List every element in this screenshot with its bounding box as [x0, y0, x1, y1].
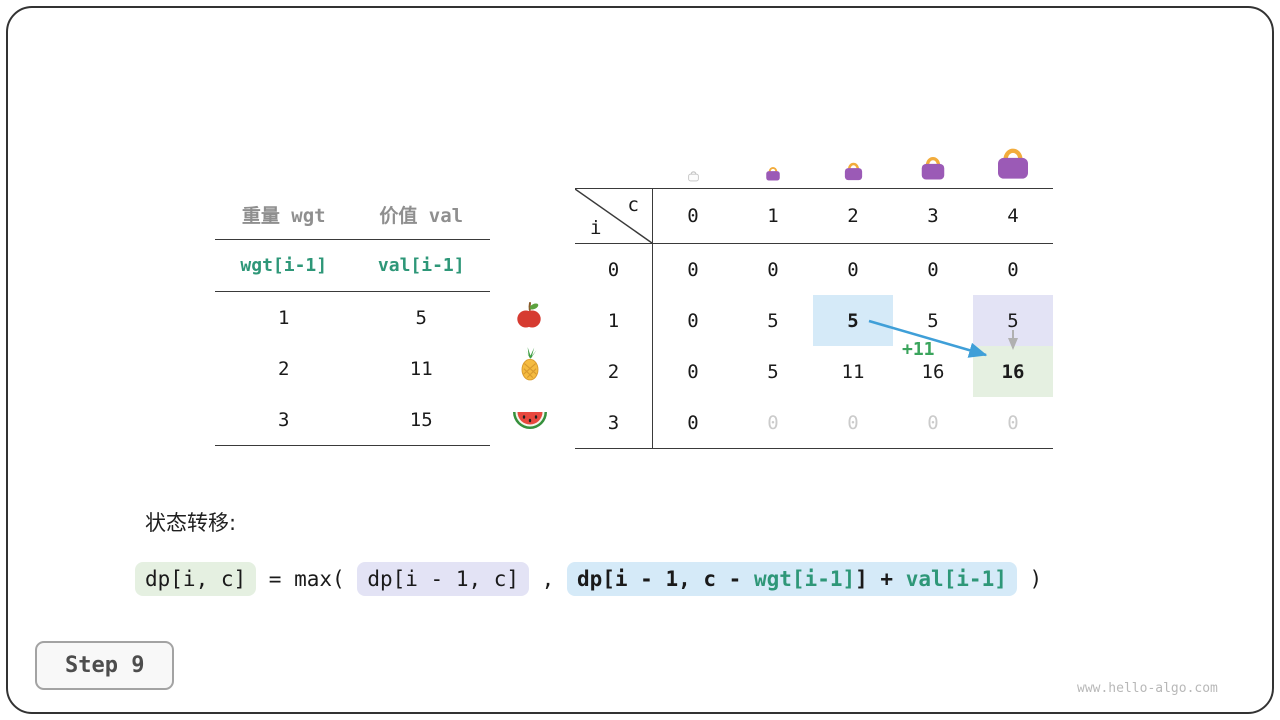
bag-icon: [844, 162, 862, 181]
dp-row-label: 0: [575, 244, 653, 295]
dp-row-label: 3: [575, 397, 653, 448]
item-table-header: 重量 wgt 价值 val: [215, 190, 490, 240]
apple-icon: [513, 299, 545, 335]
transition-title: 状态转移:: [145, 511, 237, 535]
dp-col-header: 3: [927, 205, 939, 227]
item-table-index-row: wgt[i-1] val[i-1]: [215, 240, 490, 292]
dp-col-header: 4: [1007, 205, 1019, 227]
dp-table: c i 0 1 2 3 4 0 0 0 0 0 0 1 0 5 5 5 5 2 …: [575, 188, 1053, 449]
dp-cell: 5: [767, 309, 779, 332]
row-axis-label: i: [590, 217, 602, 239]
value-column-header: 价值 val: [379, 205, 464, 227]
formula-opt2-part1: dp[i - 1, c -: [576, 567, 754, 591]
dp-cell: 0: [927, 258, 939, 281]
dp-cell: 0: [767, 258, 779, 281]
val-value: 11: [409, 357, 433, 380]
val-value: 15: [409, 408, 433, 431]
wgt-index-cell: wgt[i-1]: [240, 255, 328, 276]
wgt-value: 3: [278, 408, 290, 431]
formula-opt2-val: val[i-1]: [905, 567, 1007, 591]
diagonal-divider: [575, 189, 652, 243]
dp-row: 0 0 0 0 0 0: [575, 244, 1053, 295]
wgt-value: 2: [278, 357, 290, 380]
bag-icon: [687, 171, 699, 182]
dp-header-row: c i 0 1 2 3 4: [575, 189, 1053, 244]
formula-opt2-part2: ] +: [855, 567, 906, 591]
formula-opt2-wgt: wgt[i-1]: [753, 567, 856, 591]
formula-close-text: ): [1016, 567, 1043, 591]
dp-row-label: 1: [575, 295, 653, 346]
dp-col-header: 2: [847, 205, 859, 227]
dp-col-header: 1: [767, 205, 779, 227]
formula-comma-text: ,: [529, 567, 567, 591]
item-row: 3 15: [215, 394, 490, 445]
bag-icon: [766, 166, 780, 181]
dp-cell: 5: [767, 360, 779, 383]
wgt-value: 1: [278, 306, 290, 329]
dp-cell: 0: [1007, 258, 1019, 281]
dp-cell: 0: [687, 258, 699, 281]
dp-row: 2 0 5 11 16 16: [575, 346, 1053, 397]
dp-cell: 0: [1007, 411, 1019, 434]
item-table: 重量 wgt 价值 val wgt[i-1] val[i-1] 1 5 2 11…: [215, 190, 490, 446]
dp-cell-target-highlight: 16: [973, 346, 1053, 397]
dp-cell: 0: [767, 411, 779, 434]
dp-cell: 0: [847, 258, 859, 281]
dp-row: 1 0 5 5 5 5: [575, 295, 1053, 346]
watermelon-icon: [512, 408, 548, 436]
capacity-bags: [653, 130, 1053, 184]
bag-icon: [921, 156, 945, 180]
watermark: www.hello-algo.com: [1077, 681, 1218, 696]
item-row: 1 5: [215, 292, 490, 343]
dp-row: 3 0 0 0 0 0: [575, 397, 1053, 448]
pineapple-icon: [515, 346, 545, 386]
formula-eq-text: = max(: [256, 567, 358, 591]
dp-cell: 0: [927, 411, 939, 434]
val-index-cell: val[i-1]: [377, 255, 465, 276]
item-row: 2 11: [215, 343, 490, 394]
formula-lhs-box: dp[i, c]: [135, 562, 257, 596]
col-axis-label: c: [627, 194, 639, 216]
dp-cell: 11: [841, 360, 865, 383]
dp-cell: 0: [687, 309, 699, 332]
dp-cell: 0: [687, 360, 699, 383]
step-badge: Step 9: [35, 641, 175, 690]
dp-cell: 0: [687, 411, 699, 434]
weight-column-header: 重量 wgt: [241, 205, 326, 227]
corner-cell: c i: [575, 189, 653, 243]
dp-cell-source-highlight: 5: [813, 295, 893, 346]
formula-opt2-box: dp[i - 1, c - wgt[i-1]] + val[i-1]: [566, 562, 1017, 596]
formula-opt1-box: dp[i - 1, c]: [357, 562, 530, 596]
bag-icon: [998, 148, 1028, 179]
val-value: 5: [415, 306, 427, 329]
dp-cell: 0: [847, 411, 859, 434]
add-value-annotation: +11: [902, 339, 935, 360]
transition-formula: dp[i, c] = max( dp[i - 1, c] , dp[i - 1,…: [135, 562, 1042, 596]
dp-cell-carry-highlight: 5: [973, 295, 1053, 346]
dp-col-header: 0: [687, 205, 699, 227]
dp-row-label: 2: [575, 346, 653, 397]
dp-cell: 16: [921, 360, 945, 383]
